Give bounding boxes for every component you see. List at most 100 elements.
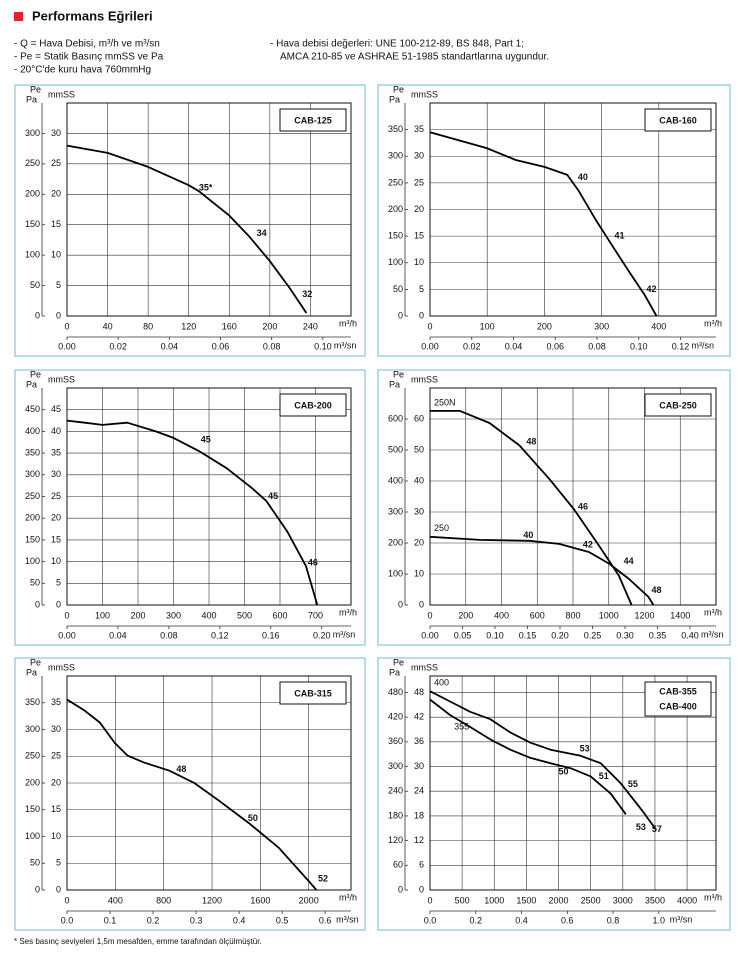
y-tick-label: 20 [51,189,61,199]
x2-tick-label: 0.00 [58,341,76,351]
x-tick-label: 0 [427,895,432,905]
x-tick-label: 0 [427,321,432,331]
y-axis-title: Pe [393,84,404,94]
y-tick-label: 0 [419,310,424,320]
y2-tick-label: 120 [388,835,403,845]
x-tick-label: 2000 [299,895,319,905]
header-marker [14,12,23,21]
chart-title: CAB-400 [659,701,697,711]
x2-tick-label: 0.2 [147,915,160,925]
y2-tick-label: 200 [25,777,40,787]
y2-tick-label: 0 [35,310,40,320]
x-tick-label: 0 [64,895,69,905]
y2-tick-label: 250 [25,491,40,501]
y-tick-label: 10 [51,831,61,841]
x2-tick-label: 0.06 [212,341,230,351]
y-tick-label: 40 [51,426,61,436]
chart-title: CAB-315 [294,688,332,698]
y-axis-title: Pe [30,84,41,94]
y2-axis-label: Pa [26,94,37,104]
x-tick-label: 1000 [599,610,619,620]
x2-tick-label: 1.0 [653,915,666,925]
y-tick-label: 0 [56,310,61,320]
x-tick-label: 800 [156,895,171,905]
y2-tick-label: 400 [25,426,40,436]
y-axis-label: mmSS [48,662,75,672]
noise-label: 34 [257,228,267,238]
x-tick-label: 0 [64,321,69,331]
panel [377,369,731,646]
x2-tick-label: 0.20 [551,630,569,640]
plot-frame [66,102,352,317]
x-tick-label: 600 [272,610,287,620]
noise-label: 48 [526,437,536,447]
x2-axis-label: m³/sn [670,914,693,924]
x-tick-label: 500 [455,895,470,905]
x-tick-label: 2000 [549,895,569,905]
note: - Hava debisi değerleri: UNE 100-212-89,… [270,39,524,50]
x2-tick-label: 0.10 [630,341,648,351]
x2-tick-label: 0.30 [616,630,634,640]
y-tick-label: 10 [51,556,61,566]
noise-label: 32 [302,289,312,299]
y-axis-title: Pe [30,657,41,667]
y2-tick-label: 100 [388,257,403,267]
y-tick-label: 15 [51,804,61,814]
x2-tick-label: 0.4 [233,915,246,925]
x-tick-label: 200 [130,610,145,620]
y-tick-label: 15 [51,219,61,229]
y2-axis-label: Pa [389,667,400,677]
x-tick-label: 700 [308,610,323,620]
y2-tick-label: 150 [388,231,403,241]
y2-tick-label: 420 [388,712,403,722]
x-tick-label: 100 [95,610,110,620]
y-tick-label: 30 [414,761,424,771]
chart-title: CAB-355 [659,686,697,696]
chart-title: CAB-250 [659,400,697,410]
x-tick-label: 2500 [581,895,601,905]
y2-tick-label: 0 [398,884,403,894]
plot-frame [66,675,352,891]
series-label: 250N [434,397,456,407]
x2-tick-label: 0.0 [424,915,437,925]
y2-tick-label: 480 [388,687,403,697]
y2-tick-label: 300 [388,761,403,771]
y-axis-title: Pe [393,657,404,667]
panel [14,84,366,357]
y-tick-label: 60 [414,413,424,423]
x2-tick-label: 0.04 [109,630,127,640]
x2-tick-label: 0.2 [470,915,483,925]
chart-title: CAB-160 [659,115,697,125]
y2-tick-label: 100 [388,568,403,578]
x2-tick-label: 0.6 [319,915,332,925]
y-axis-label: mmSS [48,374,75,384]
curve [429,698,627,815]
note: AMCA 210-85 ve ASHRAE 51-1985 standartla… [280,52,549,63]
x2-tick-label: 0.4 [515,915,528,925]
y2-axis-label: Pa [389,379,400,389]
y-tick-label: 35 [414,124,424,134]
y-tick-label: 15 [51,534,61,544]
x-tick-label: 800 [565,610,580,620]
y-tick-label: 30 [51,128,61,138]
x2-tick-label: 0.10 [314,341,332,351]
plot-frame [66,387,352,606]
x2-tick-label: 0.6 [561,915,574,925]
y-tick-label: 30 [414,506,424,516]
x2-axis-label: m³/sn [334,340,357,350]
x-tick-label: 80 [143,321,153,331]
y2-tick-label: 180 [388,810,403,820]
y2-tick-label: 50 [30,858,40,868]
y2-tick-label: 150 [25,534,40,544]
y2-tick-label: 0 [35,884,40,894]
x-tick-label: 400 [494,610,509,620]
x2-tick-label: 0.1 [104,915,117,925]
series-label: 250 [434,523,449,533]
y2-tick-label: 250 [25,158,40,168]
x2-tick-label: 0.08 [263,341,281,351]
y2-tick-label: 350 [25,447,40,457]
x-tick-label: 300 [166,610,181,620]
noise-label: 40 [578,172,588,182]
panel [377,84,731,357]
y2-tick-label: 200 [388,204,403,214]
